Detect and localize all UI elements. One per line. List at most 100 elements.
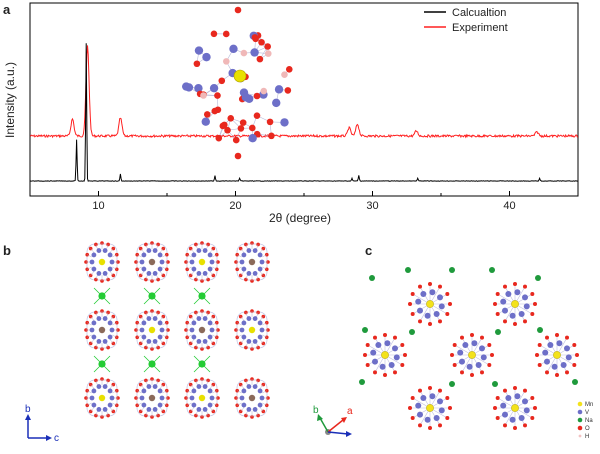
inset-atom: [200, 92, 207, 99]
inset-atom: [234, 6, 242, 14]
inset-atom: [224, 126, 231, 134]
cluster-unit: [535, 333, 579, 377]
na-atom: [535, 275, 541, 281]
na-atom: [572, 379, 578, 385]
legend-dot-v: [577, 409, 583, 415]
na-atom: [492, 381, 498, 387]
inset-atom: [280, 118, 289, 127]
inset-atom: [221, 121, 228, 129]
axis-label-b: b: [25, 404, 31, 415]
inset-atom: [214, 92, 221, 99]
inset-atom: [194, 83, 203, 93]
element-legend: Mn V Na OH: [577, 401, 593, 440]
na-atom: [369, 275, 375, 281]
na-atom: [489, 267, 495, 273]
x-ticks: 10 20 30 40: [29, 191, 579, 212]
inset-atom: [258, 38, 265, 46]
inset-atom: [237, 125, 245, 132]
cluster-unit: [408, 386, 452, 430]
axis-label-a: a: [347, 406, 353, 417]
inset-atom: [253, 112, 261, 119]
inset-atom: [239, 119, 247, 126]
inset-atom: [272, 98, 281, 108]
panel-letter-c: c: [365, 243, 372, 258]
inset-atom: [229, 44, 238, 54]
na-atom: [495, 329, 501, 335]
inset-atom: [234, 152, 242, 160]
inset-atom: [202, 52, 211, 62]
x-tick-label: 10: [92, 200, 104, 212]
na-atom: [405, 267, 411, 273]
inset-atom: [274, 85, 284, 94]
xrd-chart: 10 20 30 40 2θ (degree) Intensity (a.u.) Ca…: [3, 2, 579, 225]
cluster-unit: [134, 241, 170, 283]
x-axis-title: 2θ (degree): [269, 211, 331, 225]
cluster-unit: [84, 377, 120, 419]
cluster-unit: [408, 282, 452, 326]
x-tick-label: 30: [366, 200, 378, 212]
inset-atom: [264, 50, 272, 57]
inset-atom: [227, 115, 235, 122]
legend: Calcualtion Experiment: [424, 7, 508, 34]
inset-atom: [250, 48, 259, 57]
cluster-unit: [234, 377, 270, 419]
legend-dot-na: [577, 417, 583, 423]
y-axis-title: Intensity (a.u.): [3, 62, 17, 138]
inset-atom: [268, 132, 275, 140]
cluster-unit: [363, 333, 407, 377]
x-tick-label: 40: [503, 200, 515, 212]
cluster-unit: [450, 333, 494, 377]
inset-atom: [182, 82, 191, 91]
inset-atom: [210, 30, 218, 38]
cluster-unit: [134, 309, 170, 351]
inset-atom: [218, 77, 226, 85]
inset-atom: [264, 43, 271, 50]
na-atom: [362, 327, 368, 333]
na-atom: [449, 381, 455, 387]
legend-label-experiment: Experiment: [452, 22, 508, 34]
cluster-unit: [234, 241, 270, 283]
na-atom: [537, 327, 543, 333]
cluster-unit: [184, 377, 220, 419]
crystal-packing-view-bc: [84, 241, 270, 419]
inset-atom: [281, 71, 288, 78]
x-tick-label: 20: [229, 200, 241, 212]
inset-atom: [241, 93, 251, 102]
legend-dot-o: [577, 425, 583, 431]
panel-letter-a: a: [3, 2, 11, 17]
inset-atom: [194, 46, 204, 55]
calculation-series-line: [29, 43, 578, 182]
inset-atom: [201, 117, 210, 126]
cluster-unit: [184, 309, 220, 351]
legend-label-o: O: [585, 426, 590, 432]
inset-mn-atom: [233, 69, 247, 83]
inset-atom: [248, 134, 257, 143]
legend-label-v: V: [585, 410, 589, 416]
inset-atom: [214, 106, 222, 114]
legend-label-h: H: [585, 434, 589, 440]
inset-atom: [248, 124, 256, 132]
cluster-unit: [84, 309, 120, 351]
inset-atom: [215, 134, 223, 142]
panel-letter-b: b: [3, 243, 11, 258]
legend-label-mn: Mn: [585, 402, 593, 408]
legend-label-na: Na: [585, 418, 593, 424]
inset-atom: [203, 111, 211, 118]
legend-label-calculation: Calcualtion: [452, 7, 506, 19]
inset-atom: [251, 34, 259, 41]
cluster-unit: [234, 309, 270, 351]
inset-atom: [266, 118, 274, 126]
na-atom: [359, 379, 365, 385]
axis-label-b: b: [313, 405, 319, 416]
cluster-unit: [134, 377, 170, 419]
cluster-unit: [184, 241, 220, 283]
inset-atom: [232, 136, 240, 144]
experiment-series-line: [29, 45, 579, 139]
legend-dot-h: [578, 434, 582, 438]
cluster-unit: [493, 386, 537, 430]
axis-triad-c: b a: [313, 405, 353, 437]
axis-label-c: c: [54, 433, 59, 444]
inset-atom: [240, 49, 248, 57]
legend-dot-mn: [577, 401, 583, 407]
